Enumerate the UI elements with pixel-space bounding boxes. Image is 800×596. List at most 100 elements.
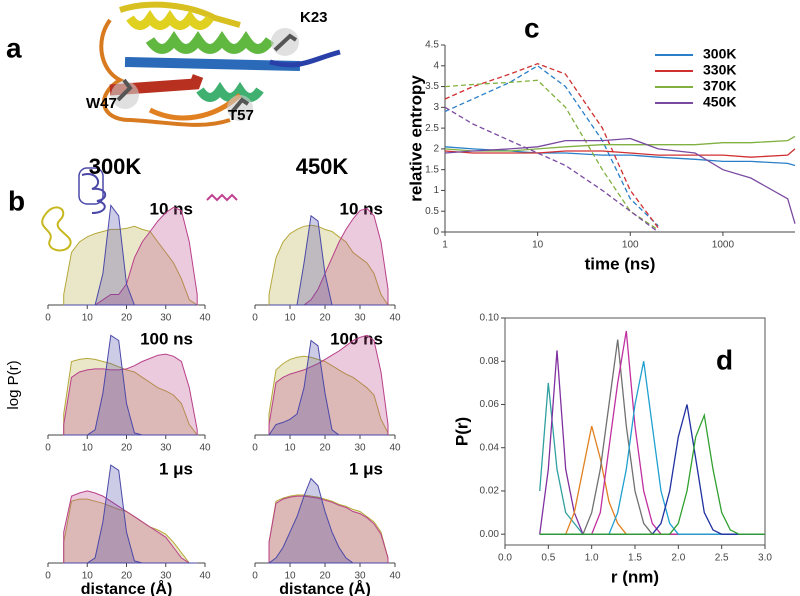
x-tick-label: 0	[45, 313, 51, 324]
density-area	[268, 355, 389, 436]
line	[539, 350, 765, 535]
y-tick-label: 2	[433, 144, 439, 155]
legend-label: 370K	[703, 78, 736, 94]
residue-label: T57	[228, 107, 254, 124]
x-tick-label: 20	[121, 571, 133, 582]
x-tick-label: 1	[442, 240, 448, 251]
panel-label: d	[716, 344, 733, 375]
y-tick-label: 0.02	[480, 486, 500, 497]
y-tick-label: 1.5	[425, 164, 439, 175]
x-tick-label: 40	[389, 443, 401, 454]
column-label: 300K	[89, 154, 142, 179]
density-area	[63, 353, 198, 436]
x-tick-label: 10	[82, 443, 94, 454]
residue-label: K23	[300, 9, 328, 26]
dashed-line	[444, 65, 659, 227]
x-tick-label: 20	[319, 571, 331, 582]
column-label: 450K	[296, 154, 349, 179]
x-tick-label: 20	[121, 313, 133, 324]
x-axis-label: time (ns)	[585, 254, 656, 273]
x-tick-label: 3.0	[758, 553, 772, 564]
x-tick-label: 20	[121, 443, 133, 454]
x-tick-label: 1.5	[628, 553, 642, 564]
density-area	[63, 464, 198, 564]
line	[539, 425, 765, 535]
x-tick-label: 10	[82, 571, 94, 582]
y-tick-label: 4.5	[425, 40, 439, 51]
y-axis-label: P(r)	[452, 417, 471, 446]
protein-cartoon	[99, 1, 341, 127]
x-tick-label: 0	[252, 571, 258, 582]
x-tick-label: 10	[284, 443, 296, 454]
y-tick-label: 1	[433, 185, 439, 196]
panel-label: c	[524, 12, 540, 43]
x-tick-label: 2.5	[715, 553, 729, 564]
x-tick-label: 1000	[712, 240, 735, 251]
y-axis-label: log P(r)	[5, 360, 22, 409]
x-axis-label: distance (Å)	[81, 579, 173, 596]
density-area	[63, 334, 198, 436]
x-axis-label: r (nm)	[611, 567, 659, 586]
y-tick-label: 0.06	[480, 399, 500, 410]
x-tick-label: 1.0	[585, 553, 599, 564]
legend-label: 450K	[703, 94, 736, 110]
x-tick-label: 40	[389, 313, 401, 324]
dashed-line	[444, 79, 659, 231]
x-tick-label: 30	[160, 571, 172, 582]
density-area	[268, 339, 388, 436]
line	[539, 412, 765, 535]
x-tick-label: 10	[82, 313, 94, 324]
panel-label: a	[6, 32, 22, 63]
x-tick-label: 40	[199, 313, 211, 324]
legend-label: 300K	[703, 46, 736, 62]
x-tick-label: 30	[354, 443, 366, 454]
density-area	[63, 490, 198, 564]
x-tick-label: 30	[354, 571, 366, 582]
x-tick-label: 20	[319, 443, 331, 454]
x-tick-label: 30	[354, 313, 366, 324]
line	[444, 135, 796, 152]
x-tick-label: 0.5	[541, 553, 555, 564]
subplot-title: 100 ns	[140, 329, 193, 348]
y-tick-label: 3	[433, 102, 439, 113]
x-tick-label: 40	[199, 571, 211, 582]
x-tick-label: 0	[252, 313, 258, 324]
density-area	[63, 357, 199, 436]
legend-label: 330K	[703, 62, 736, 78]
x-tick-label: 20	[319, 313, 331, 324]
line	[444, 148, 796, 158]
y-tick-label: 0.00	[480, 529, 500, 540]
x-tick-label: 0	[45, 571, 51, 582]
density-area	[63, 225, 199, 306]
x-tick-label: 10	[284, 313, 296, 324]
dashed-line	[444, 63, 659, 229]
y-tick-label: 2.5	[425, 123, 439, 134]
panel-label: b	[8, 185, 25, 216]
density-area	[267, 477, 388, 564]
y-axis-label: relative entropy	[406, 75, 425, 202]
x-tick-label: 10	[284, 571, 296, 582]
subplot-title: 1 μs	[159, 459, 193, 478]
x-tick-label: 30	[160, 443, 172, 454]
dashed-line	[444, 106, 659, 233]
y-tick-label: 0	[433, 227, 439, 238]
y-tick-label: 0.10	[480, 313, 500, 324]
x-tick-label: 40	[389, 571, 401, 582]
y-tick-label: 0.5	[425, 206, 439, 217]
x-tick-label: 30	[160, 313, 172, 324]
y-tick-label: 3.5	[425, 81, 439, 92]
subplot-title: 1 μs	[349, 459, 383, 478]
x-tick-label: 0	[252, 443, 258, 454]
state-icons	[41, 167, 238, 252]
density-area	[268, 334, 389, 436]
density-area	[269, 214, 388, 306]
x-tick-label: 2.0	[671, 553, 685, 564]
x-axis-label: distance (Å)	[279, 579, 371, 596]
residue-label: W47	[86, 95, 117, 112]
x-tick-label: 0	[45, 443, 51, 454]
x-tick-label: 40	[199, 443, 211, 454]
y-tick-label: 4	[433, 60, 439, 71]
line	[444, 137, 796, 224]
x-tick-label: 10	[532, 240, 544, 251]
